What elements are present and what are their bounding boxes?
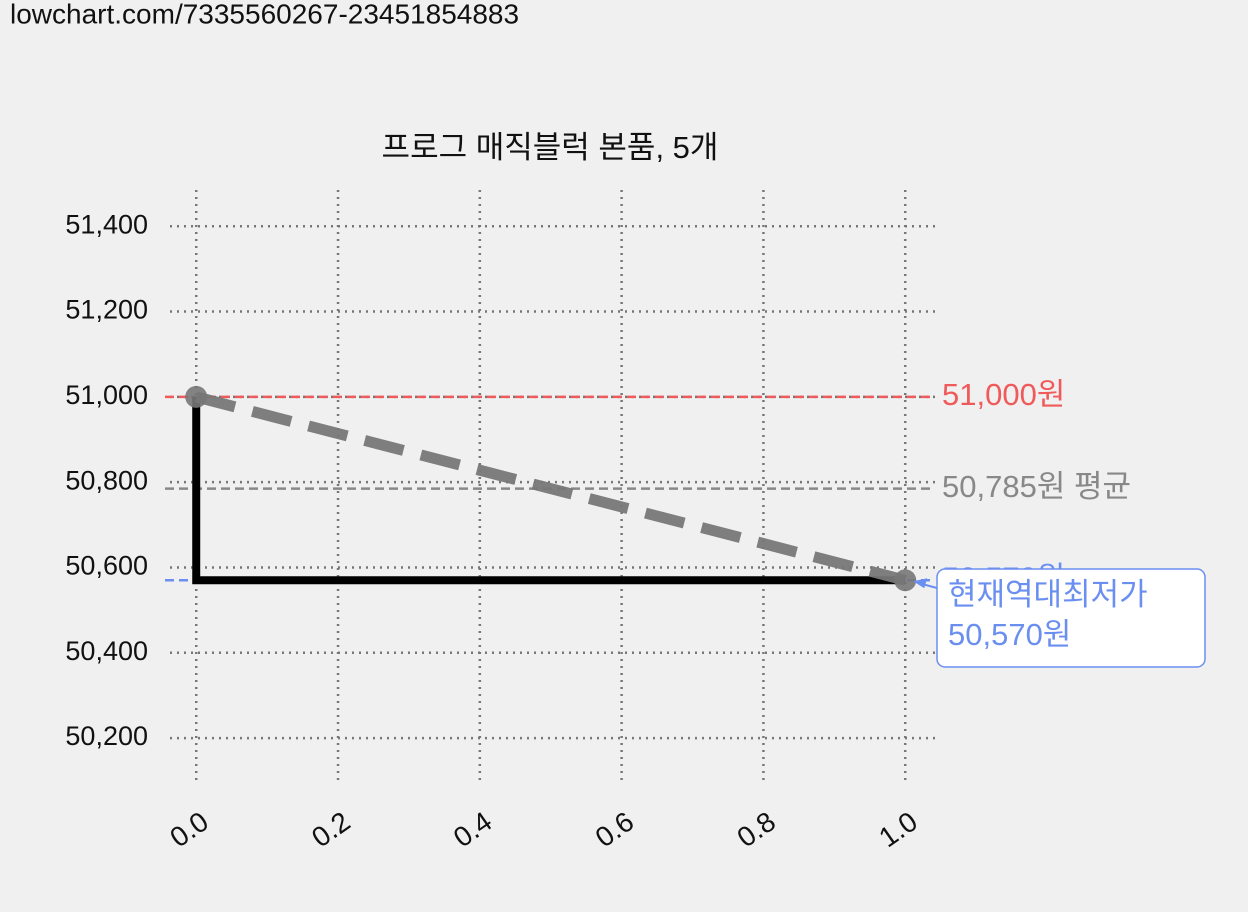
annotation-text: 현재역대최저가 (948, 577, 1148, 612)
marker (894, 569, 917, 592)
x-tick-label: 0.6 (590, 806, 640, 854)
y-tick-label: 51,400 (65, 209, 148, 239)
y-tick-label: 50,400 (65, 636, 148, 666)
x-tick-label: 0.0 (164, 806, 214, 854)
annotation-text: 50,570원 (948, 617, 1071, 652)
x-tick-label: 0.4 (448, 806, 498, 854)
y-tick-label: 51,000 (65, 380, 148, 410)
y-tick-label: 51,200 (65, 295, 148, 325)
reference-label: 51,000원 (942, 377, 1065, 412)
annotation-box (936, 568, 1206, 668)
line (192, 396, 906, 585)
x-tick-label: 0.8 (731, 806, 781, 854)
y-tick-label: 50,600 (65, 551, 148, 581)
x-tick-label: 1.0 (873, 806, 923, 854)
line (194, 391, 907, 586)
url: lowchart.com/7335560267-23451854883 (10, 0, 519, 29)
annotation-arrowhead (913, 578, 928, 589)
y-tick-label: 50,200 (65, 721, 148, 751)
y-tick-label: 50,800 (65, 465, 148, 495)
marker (185, 385, 208, 408)
chart-title: 프로그 매직블럭 본품, 5개 (382, 130, 719, 165)
x-tick-label: 0.2 (306, 806, 356, 854)
reference-label: 50,785원 평균 (942, 469, 1131, 504)
